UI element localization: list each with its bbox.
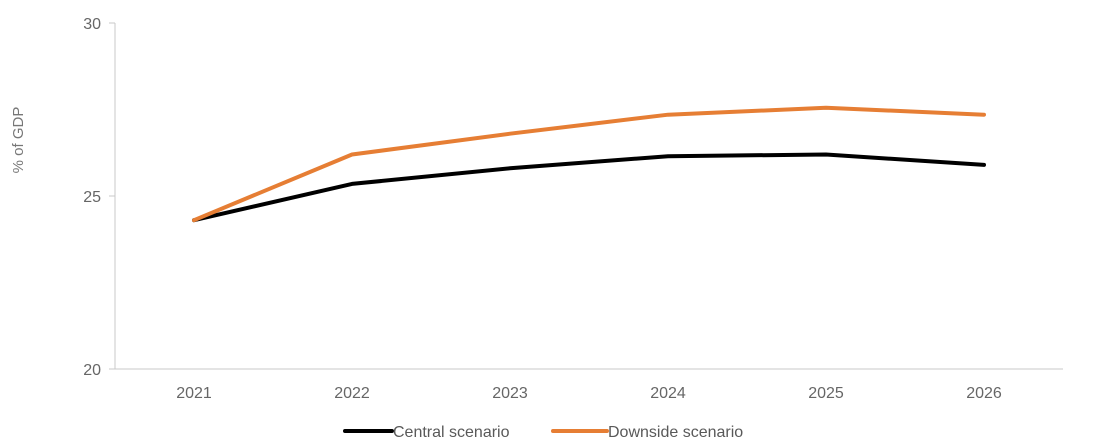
y-tick-group: 20 25 30 bbox=[83, 16, 115, 379]
data-point bbox=[667, 114, 669, 116]
series-group bbox=[192, 105, 986, 223]
series-line-downside-scenario bbox=[192, 105, 986, 223]
data-point bbox=[351, 153, 353, 155]
legend-item: Central scenario bbox=[343, 424, 510, 441]
data-point bbox=[825, 107, 827, 109]
y-tick-label: 25 bbox=[83, 189, 101, 206]
data-point bbox=[983, 114, 985, 116]
legend-label: Central scenario bbox=[393, 424, 510, 441]
x-tick-label: 2023 bbox=[492, 385, 528, 402]
legend-item: Downside scenario bbox=[551, 424, 743, 441]
data-point bbox=[351, 183, 353, 185]
data-point bbox=[509, 167, 511, 169]
y-tick-label: 20 bbox=[83, 362, 101, 379]
data-point bbox=[193, 219, 195, 221]
x-tick-label: 2024 bbox=[650, 385, 686, 402]
x-tick-label: 2021 bbox=[176, 385, 212, 402]
data-point bbox=[825, 153, 827, 155]
x-tick-label: 2022 bbox=[334, 385, 370, 402]
data-point bbox=[509, 133, 511, 135]
x-tick-group: 2021 2022 2023 2024 2025 2026 bbox=[176, 385, 1002, 402]
x-tick-label: 2025 bbox=[808, 385, 844, 402]
data-point bbox=[667, 155, 669, 157]
y-axis-title: % of GDP bbox=[10, 107, 27, 174]
legend: Central scenario Downside scenario bbox=[343, 424, 743, 441]
x-tick-label: 2026 bbox=[966, 385, 1002, 402]
y-tick-label: 30 bbox=[83, 16, 101, 33]
data-point bbox=[983, 164, 985, 166]
legend-label: Downside scenario bbox=[608, 424, 743, 441]
series-line-central-scenario bbox=[192, 152, 986, 223]
